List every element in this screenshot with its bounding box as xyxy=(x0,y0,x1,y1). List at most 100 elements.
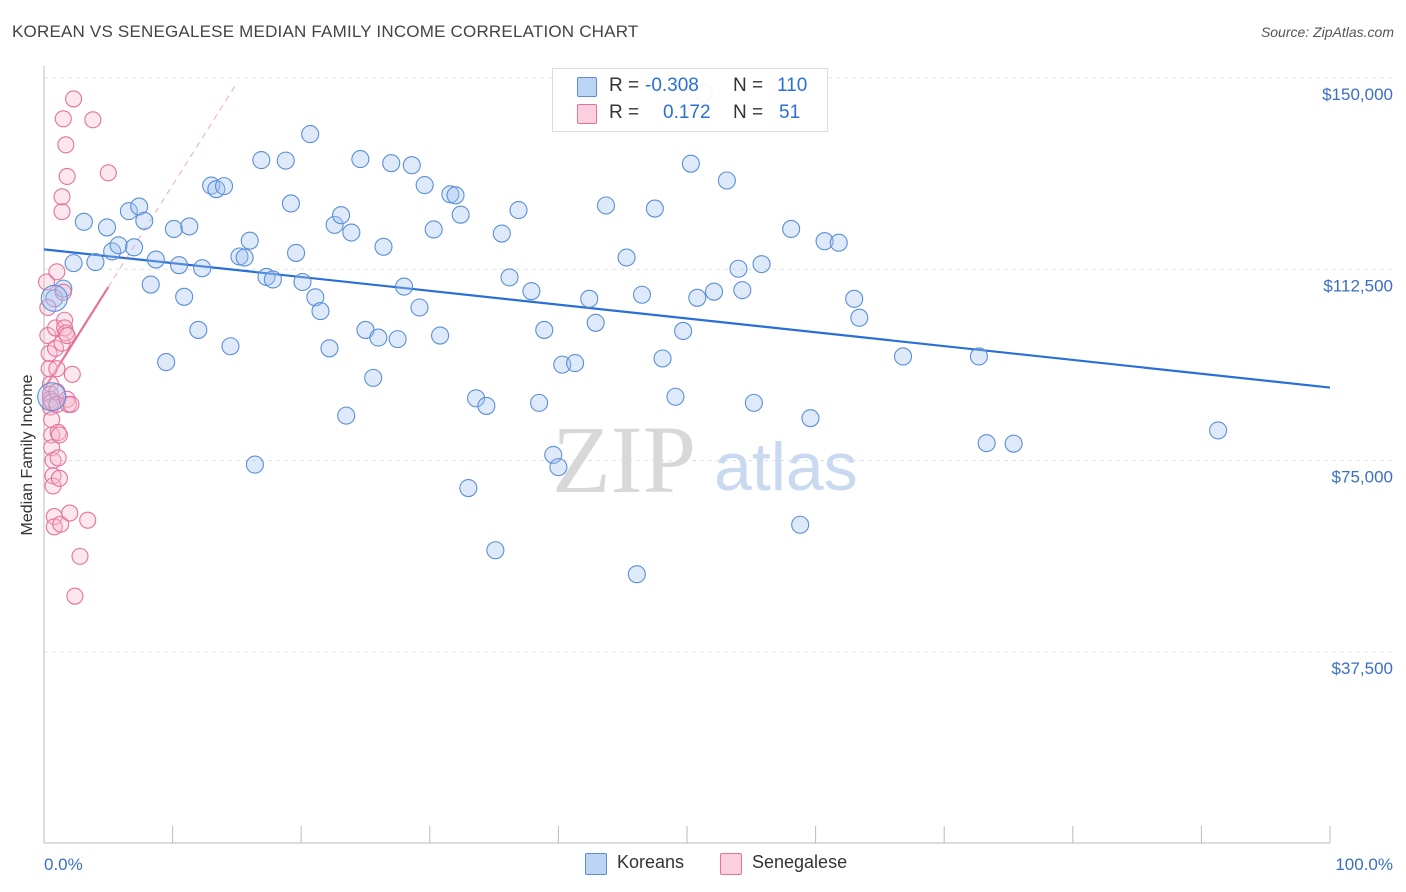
senegalese-point xyxy=(65,90,83,108)
x-tick-label-start: 0.0% xyxy=(44,855,83,874)
korean-point xyxy=(325,215,344,234)
korean-point xyxy=(617,248,636,267)
korean-point xyxy=(500,268,519,287)
korean-point xyxy=(157,353,176,372)
korean-point xyxy=(388,330,407,349)
bottom-legend-label-senegalese: Senegalese xyxy=(752,852,848,872)
y-axis-title: Median Family Income xyxy=(19,374,36,535)
korean-point xyxy=(130,197,149,216)
korean-point xyxy=(124,238,144,257)
korean-point xyxy=(829,233,848,252)
legend-n-label: N = xyxy=(733,75,769,96)
legend-n-value: 51 xyxy=(779,102,801,123)
korean-point xyxy=(293,272,312,292)
y-tick-label: $150,000 xyxy=(1322,85,1393,104)
korean-point xyxy=(446,186,465,205)
korean-point xyxy=(522,282,541,301)
korean-trend-line xyxy=(43,248,1331,389)
senegalese-point xyxy=(58,326,76,345)
korean-point xyxy=(459,478,478,498)
korean-point xyxy=(674,321,693,341)
senegalese-point xyxy=(49,449,67,467)
korean-point xyxy=(86,253,105,272)
korean-point xyxy=(169,256,189,275)
legend-r-value: -0.308 xyxy=(645,75,699,96)
korean-point xyxy=(97,218,117,237)
korean-point xyxy=(752,255,771,274)
senegalese-point xyxy=(50,469,68,487)
korean-point xyxy=(230,247,249,266)
korean-point xyxy=(45,289,64,308)
korean-point xyxy=(180,217,199,236)
korean-point xyxy=(301,125,320,144)
senegalese-point xyxy=(53,203,71,221)
korean-point xyxy=(893,347,913,366)
korean-point xyxy=(374,237,393,256)
korean-point xyxy=(717,171,736,190)
legend-r-label: R = xyxy=(609,75,645,96)
korean-point xyxy=(441,185,460,204)
korean-point xyxy=(240,231,259,250)
korean-point xyxy=(729,259,748,278)
korean-point xyxy=(175,287,194,306)
korean-point xyxy=(146,250,165,269)
korean-point xyxy=(263,270,282,289)
korean-point xyxy=(632,285,652,304)
korean-point xyxy=(332,206,351,225)
korean-point xyxy=(281,194,300,213)
watermark: ZIP atlas xyxy=(552,406,858,513)
korean-point-large xyxy=(37,382,67,412)
korean-point xyxy=(1209,421,1228,440)
korean-point xyxy=(666,387,685,406)
senegalese-point xyxy=(99,164,117,182)
korean-point-large xyxy=(40,284,68,312)
watermark-zip: ZIP xyxy=(552,406,696,513)
korean-point xyxy=(221,337,240,356)
y-tick-label: $75,000 xyxy=(1332,468,1393,487)
korean-point xyxy=(845,289,864,308)
x-tick-label-end: 100.0% xyxy=(1335,855,1393,874)
senegalese-point xyxy=(48,360,66,378)
korean-point xyxy=(202,176,221,195)
grid-lines xyxy=(44,77,1392,653)
korean-point xyxy=(306,288,325,307)
korean-point xyxy=(135,211,154,230)
senegalese-point xyxy=(58,167,76,185)
legend: R = -0.308 N = 110 R = 0.172 N = 51 xyxy=(552,68,828,132)
senegalese-point xyxy=(48,395,66,413)
korean-point xyxy=(342,223,361,242)
source-label: Source: ZipAtlas.com xyxy=(1260,24,1394,40)
y-tick-label: $112,500 xyxy=(1323,276,1393,295)
senegalese-trend-line xyxy=(43,286,110,390)
axis-labels: $37,500 $75,000 $112,500 $150,000 0.0% 100.0% xyxy=(44,85,1393,874)
korean-point xyxy=(337,406,356,425)
korean-point xyxy=(235,248,254,267)
axes xyxy=(43,66,1331,844)
legend-swatch-koreans xyxy=(577,77,597,97)
korean-point xyxy=(801,409,820,428)
korean-point xyxy=(364,368,383,387)
korean-point xyxy=(119,202,138,221)
korean-point xyxy=(477,396,496,415)
korean-point xyxy=(744,393,763,412)
senegalese-point xyxy=(61,504,79,522)
korean-point xyxy=(189,320,208,339)
korean-point xyxy=(535,320,554,339)
korean-point xyxy=(415,176,434,195)
senegalese-point xyxy=(48,263,66,281)
korean-point xyxy=(214,177,234,196)
korean-point xyxy=(109,236,128,255)
korean-point xyxy=(549,458,568,477)
korean-point xyxy=(410,298,429,317)
korean-point xyxy=(424,220,443,239)
korean-point xyxy=(164,219,183,239)
legend-swatch-senegalese xyxy=(577,104,597,124)
korean-point xyxy=(141,275,160,294)
korean-point xyxy=(351,150,370,169)
korean-point xyxy=(586,313,605,332)
senegalese-point xyxy=(53,188,71,206)
bottom-legend-label-koreans: Koreans xyxy=(617,852,685,872)
korean-point xyxy=(850,308,869,327)
korean-point xyxy=(467,389,486,408)
